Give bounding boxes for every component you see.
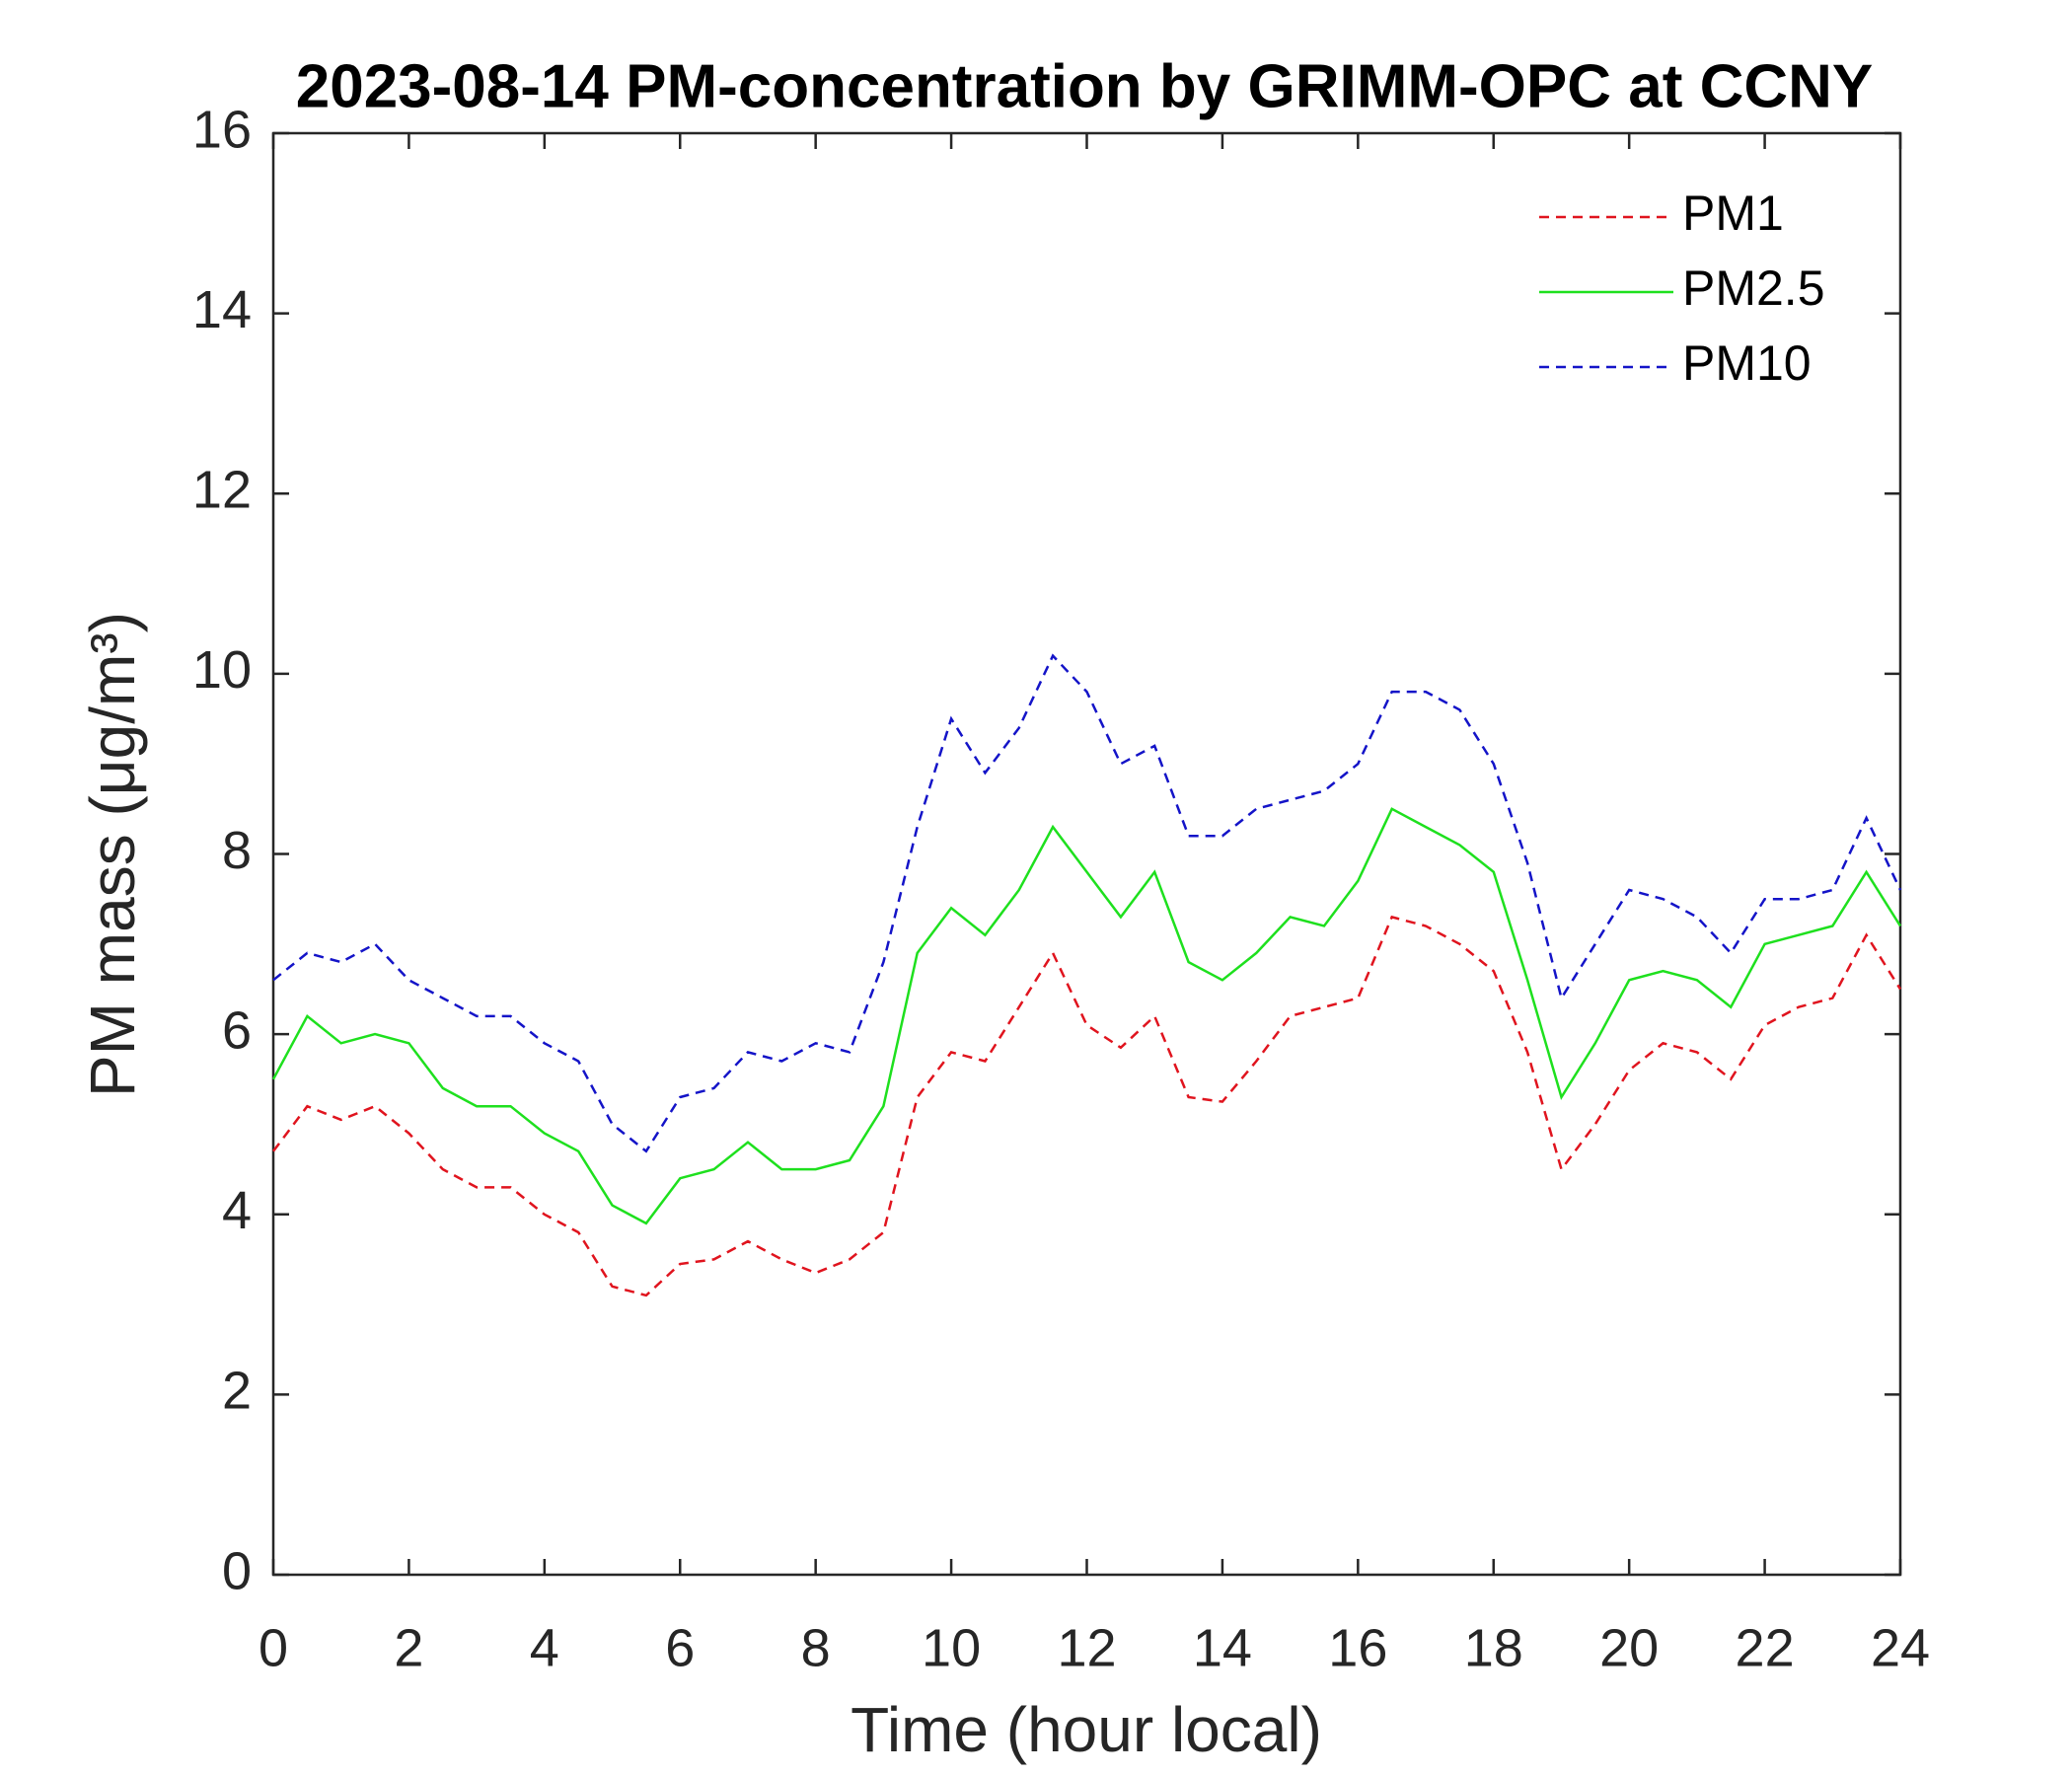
- x-tick-label: 0: [259, 1618, 288, 1677]
- y-tick-label: 12: [192, 461, 252, 520]
- x-tick-label: 8: [801, 1618, 831, 1677]
- y-tick-label: 8: [222, 821, 252, 880]
- legend-label: PM1: [1682, 185, 1784, 241]
- series-line: [272, 653, 1902, 1153]
- y-tick-label: 4: [222, 1181, 252, 1240]
- x-tick-label: 12: [1057, 1618, 1116, 1677]
- y-tick-label: 6: [222, 1000, 252, 1060]
- y-axis-label: PM mass (μg/m³): [77, 612, 148, 1097]
- series-line: [272, 915, 1902, 1297]
- plot-frame: [271, 131, 1902, 1577]
- x-tick-label: 18: [1464, 1618, 1523, 1677]
- legend-label: PM10: [1682, 335, 1812, 391]
- x-tick-label: 16: [1328, 1618, 1387, 1677]
- x-tick-label: 24: [1871, 1618, 1930, 1677]
- chart-title: 2023-08-14 PM-concentration by GRIMM-OPC…: [296, 52, 1874, 120]
- x-tick-label: 14: [1193, 1618, 1252, 1677]
- x-tick-label: 2: [394, 1618, 423, 1677]
- y-tick-label: 14: [192, 280, 252, 339]
- y-tick-label: 0: [222, 1541, 252, 1600]
- x-tick-label: 6: [665, 1618, 695, 1677]
- legend-label: PM2.5: [1682, 260, 1825, 316]
- x-tick-label: 4: [530, 1618, 559, 1677]
- series-line: [271, 807, 1902, 1225]
- x-axis-label: Time (hour local): [851, 1694, 1322, 1765]
- y-tick-label: 10: [192, 640, 252, 700]
- x-tick-label: 22: [1736, 1618, 1795, 1677]
- y-tick-label: 2: [222, 1362, 252, 1421]
- y-tick-label: 16: [192, 100, 252, 159]
- x-tick-label: 10: [922, 1618, 981, 1677]
- x-tick-label: 20: [1599, 1618, 1659, 1677]
